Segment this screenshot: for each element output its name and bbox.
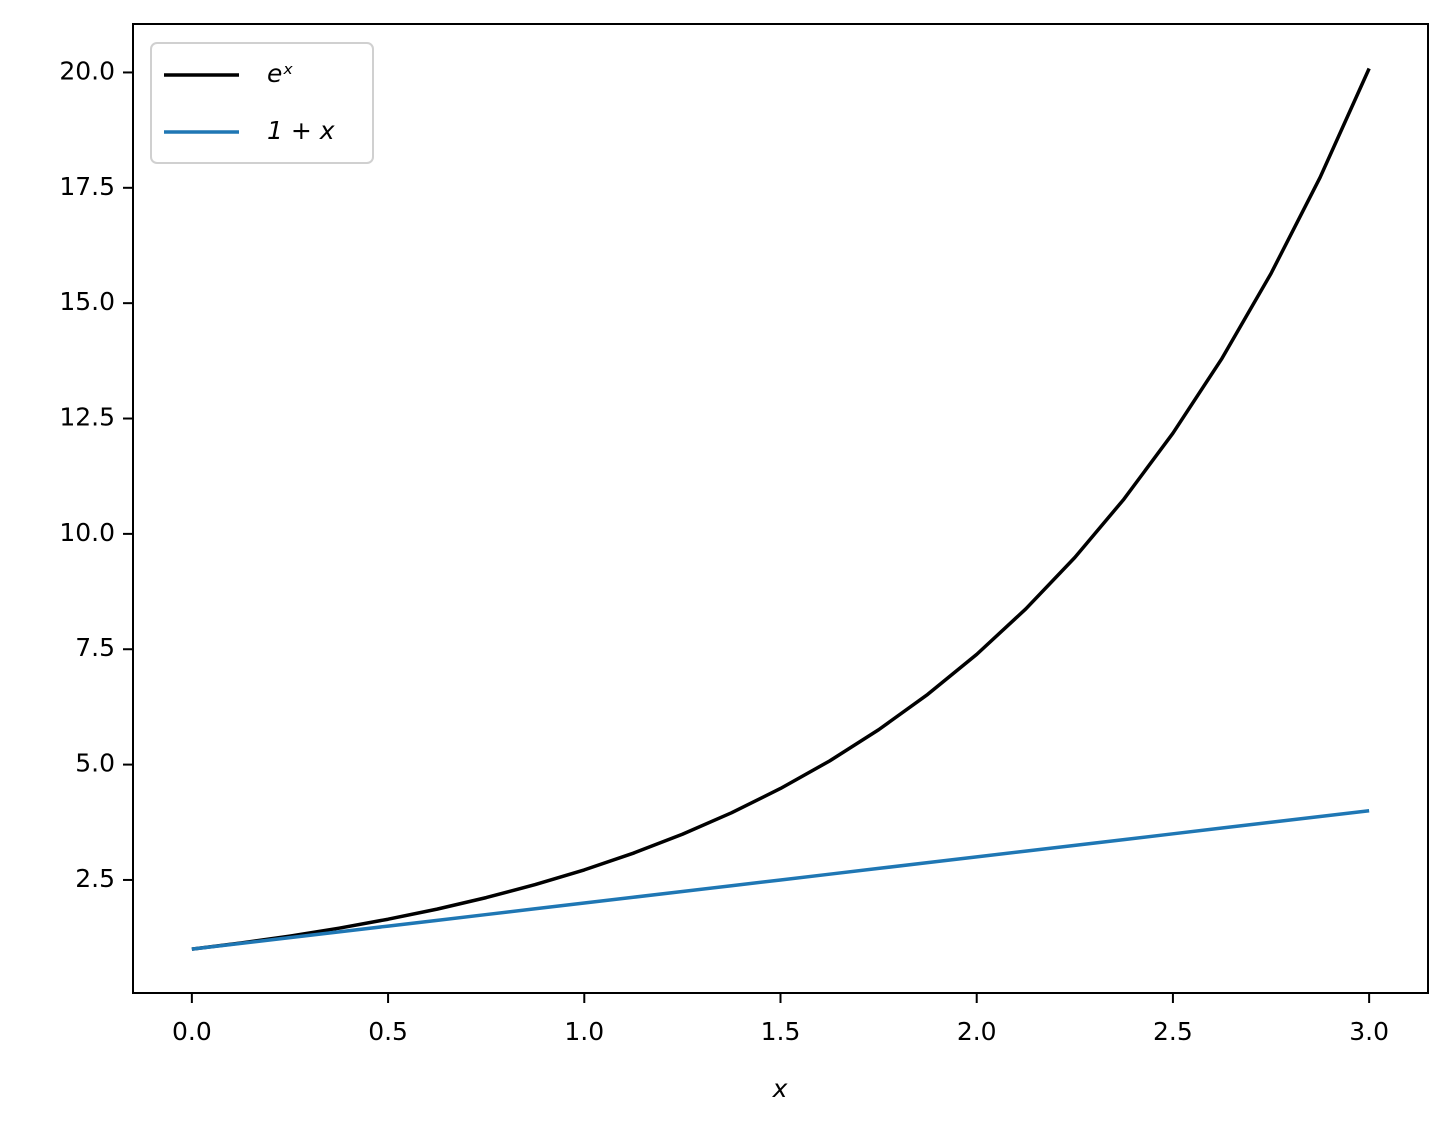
x-tick-label: 3.0 <box>1349 1017 1389 1046</box>
legend-box <box>150 42 374 164</box>
line-series <box>191 67 1371 951</box>
y-tick-label: 17.5 <box>59 172 115 201</box>
plot-frame <box>132 23 1429 994</box>
line-series <box>191 809 1370 951</box>
y-tick-label: 15.0 <box>59 287 115 316</box>
y-tick-label: 2.5 <box>75 864 115 893</box>
x-tick-label: 0.0 <box>172 1017 212 1046</box>
x-tick-label: 2.5 <box>1153 1017 1193 1046</box>
x-axis-label: x <box>772 1074 788 1103</box>
y-tick-label: 7.5 <box>75 633 115 662</box>
y-tick-label: 20.0 <box>59 56 115 85</box>
legend-label: eˣ <box>267 59 293 88</box>
x-tick-label: 0.5 <box>368 1017 408 1046</box>
y-tick-label: 10.0 <box>59 518 115 547</box>
legend-label: 1 + x <box>267 116 335 145</box>
x-tick-label: 1.5 <box>761 1017 801 1046</box>
x-tick-label: 2.0 <box>957 1017 997 1046</box>
y-tick-label: 5.0 <box>75 749 115 778</box>
legend: eˣ 1 + x <box>150 42 374 164</box>
y-tick-label: 12.5 <box>59 403 115 432</box>
x-tick-label: 1.0 <box>564 1017 604 1046</box>
